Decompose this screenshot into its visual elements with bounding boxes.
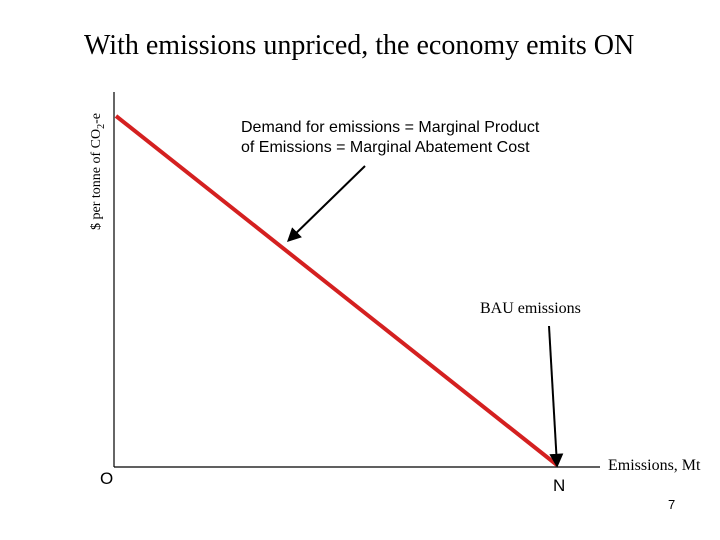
demand-annotation-line1: Demand for emissions = Marginal Product [241,119,540,136]
slide-title: With emissions unpriced, the economy emi… [84,30,635,61]
demand-annotation-line2: of Emissions = Marginal Abatement Cost [241,139,530,156]
demand-annotation-arrow [286,165,366,242]
demand-curve [114,114,559,467]
origin-label: O [100,469,114,488]
bau-arrow [548,325,564,468]
n-label: N [553,476,566,495]
page-number: 7 [668,497,676,512]
demand-annotation: Demand for emissions = Marginal Product … [241,118,539,158]
x-axis-label: Emissions, Mt [608,457,701,474]
bau-emissions-label: BAU emissions [480,300,581,317]
